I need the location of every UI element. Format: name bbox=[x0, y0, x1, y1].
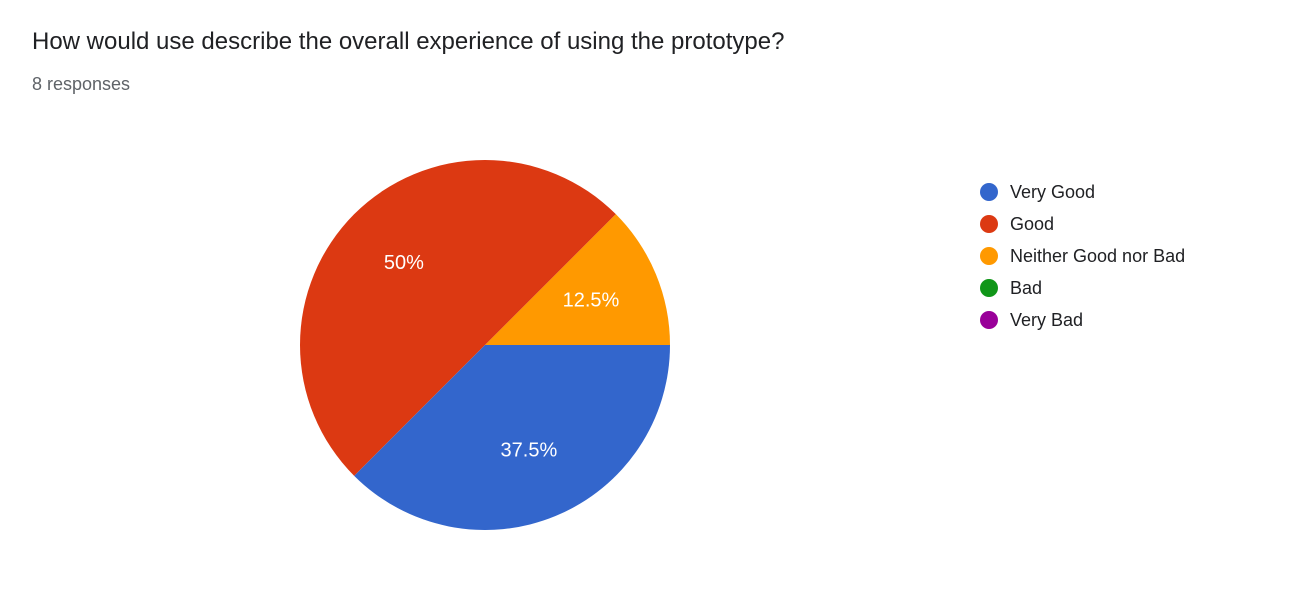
response-count: 8 responses bbox=[32, 74, 1292, 95]
legend-label: Neither Good nor Bad bbox=[1010, 246, 1185, 267]
legend-label: Very Good bbox=[1010, 182, 1095, 203]
legend-item[interactable]: Neither Good nor Bad bbox=[980, 240, 1185, 272]
legend-swatch bbox=[980, 279, 998, 297]
question-title: How would use describe the overall exper… bbox=[32, 28, 1292, 56]
legend: Very Good Good Neither Good nor Bad Bad Very… bbox=[980, 176, 1185, 336]
chart-card: How would use describe the overall exper… bbox=[0, 0, 1292, 604]
pie-chart: 12.5% 50% 37.5% bbox=[300, 160, 670, 530]
legend-label: Very Bad bbox=[1010, 310, 1083, 331]
legend-label: Bad bbox=[1010, 278, 1042, 299]
legend-item[interactable]: Very Good bbox=[980, 176, 1185, 208]
legend-item[interactable]: Bad bbox=[980, 272, 1185, 304]
legend-label: Good bbox=[1010, 214, 1054, 235]
pie-slice-label: 50% bbox=[384, 252, 424, 274]
pie-slice-label: 37.5% bbox=[501, 439, 558, 461]
legend-swatch bbox=[980, 215, 998, 233]
legend-swatch bbox=[980, 247, 998, 265]
legend-swatch bbox=[980, 183, 998, 201]
pie-slice-label: 12.5% bbox=[563, 289, 620, 311]
legend-swatch bbox=[980, 311, 998, 329]
legend-item[interactable]: Good bbox=[980, 208, 1185, 240]
chart-area: 12.5% 50% 37.5% Very Good Good Neither Good … bbox=[0, 110, 1292, 580]
legend-item[interactable]: Very Bad bbox=[980, 304, 1185, 336]
pie-svg: 12.5% 50% 37.5% bbox=[300, 160, 670, 530]
